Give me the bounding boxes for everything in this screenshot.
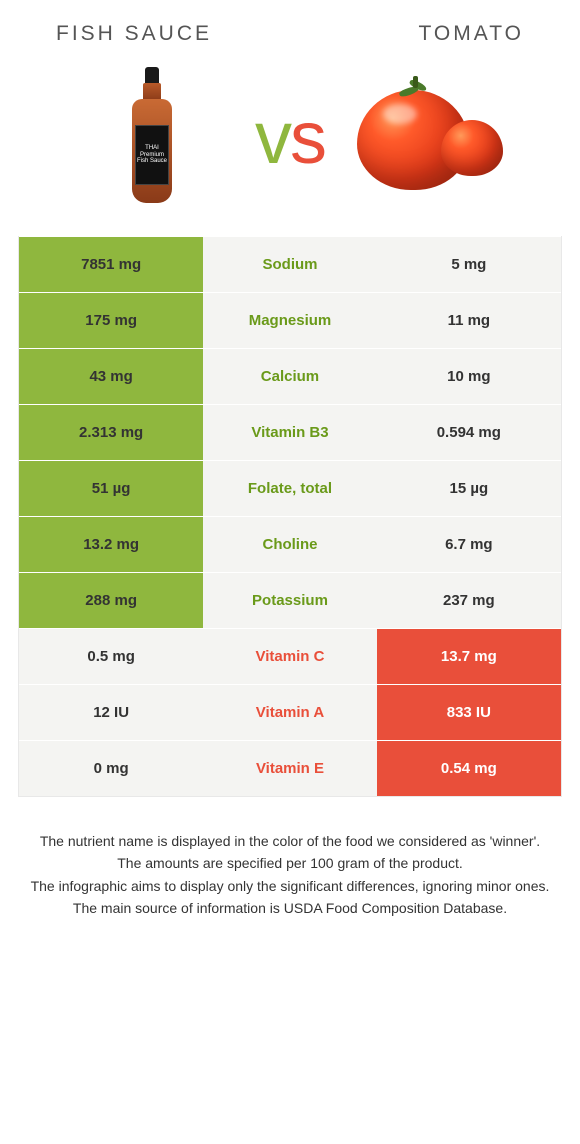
table-row: 7851 mgSodium5 mg — [19, 236, 561, 292]
left-value-cell: 12 IU — [19, 685, 203, 740]
fish-sauce-image: THAIPremiumFish Sauce — [77, 62, 227, 212]
footnote-line: The amounts are specified per 100 gram o… — [28, 853, 552, 873]
left-value-cell: 43 mg — [19, 349, 203, 404]
table-row: 51 µgFolate, total15 µg — [19, 460, 561, 516]
left-value-cell: 175 mg — [19, 293, 203, 348]
bottle-icon: THAIPremiumFish Sauce — [130, 67, 174, 207]
footnote-line: The infographic aims to display only the… — [28, 876, 552, 896]
nutrient-name-cell: Vitamin B3 — [203, 405, 376, 460]
nutrient-name-cell: Magnesium — [203, 293, 376, 348]
nutrient-name-cell: Vitamin C — [203, 629, 376, 684]
nutrient-name-cell: Folate, total — [203, 461, 376, 516]
nutrient-name-cell: Vitamin E — [203, 741, 376, 796]
comparison-table: 7851 mgSodium5 mg175 mgMagnesium11 mg43 … — [18, 236, 562, 797]
right-value-cell: 833 IU — [377, 685, 561, 740]
table-row: 288 mgPotassium237 mg — [19, 572, 561, 628]
tomato-image — [353, 62, 503, 212]
hero-row: THAIPremiumFish Sauce vs — [0, 54, 580, 232]
footnote-line: The nutrient name is displayed in the co… — [28, 831, 552, 851]
left-food-title: FISH SAUCE — [56, 22, 212, 46]
footnotes: The nutrient name is displayed in the co… — [0, 797, 580, 918]
footnote-line: The main source of information is USDA F… — [28, 898, 552, 918]
table-row: 13.2 mgCholine6.7 mg — [19, 516, 561, 572]
table-row: 0 mgVitamin E0.54 mg — [19, 740, 561, 796]
right-value-cell: 0.594 mg — [377, 405, 561, 460]
left-value-cell: 7851 mg — [19, 237, 203, 292]
right-value-cell: 13.7 mg — [377, 629, 561, 684]
right-value-cell: 11 mg — [377, 293, 561, 348]
table-row: 175 mgMagnesium11 mg — [19, 292, 561, 348]
right-value-cell: 5 mg — [377, 237, 561, 292]
table-row: 0.5 mgVitamin C13.7 mg — [19, 628, 561, 684]
left-value-cell: 0 mg — [19, 741, 203, 796]
tomato-icon — [353, 72, 503, 202]
left-value-cell: 51 µg — [19, 461, 203, 516]
right-food-title: TOMATO — [418, 22, 524, 46]
left-value-cell: 13.2 mg — [19, 517, 203, 572]
nutrient-name-cell: Potassium — [203, 573, 376, 628]
right-value-cell: 10 mg — [377, 349, 561, 404]
nutrient-name-cell: Calcium — [203, 349, 376, 404]
left-value-cell: 288 mg — [19, 573, 203, 628]
table-row: 12 IUVitamin A833 IU — [19, 684, 561, 740]
left-value-cell: 0.5 mg — [19, 629, 203, 684]
left-value-cell: 2.313 mg — [19, 405, 203, 460]
vs-label: vs — [255, 95, 325, 180]
right-value-cell: 15 µg — [377, 461, 561, 516]
title-row: FISH SAUCE TOMATO — [0, 0, 580, 54]
right-value-cell: 0.54 mg — [377, 741, 561, 796]
table-row: 2.313 mgVitamin B30.594 mg — [19, 404, 561, 460]
nutrient-name-cell: Choline — [203, 517, 376, 572]
nutrient-name-cell: Vitamin A — [203, 685, 376, 740]
table-row: 43 mgCalcium10 mg — [19, 348, 561, 404]
right-value-cell: 6.7 mg — [377, 517, 561, 572]
right-value-cell: 237 mg — [377, 573, 561, 628]
nutrient-name-cell: Sodium — [203, 237, 376, 292]
